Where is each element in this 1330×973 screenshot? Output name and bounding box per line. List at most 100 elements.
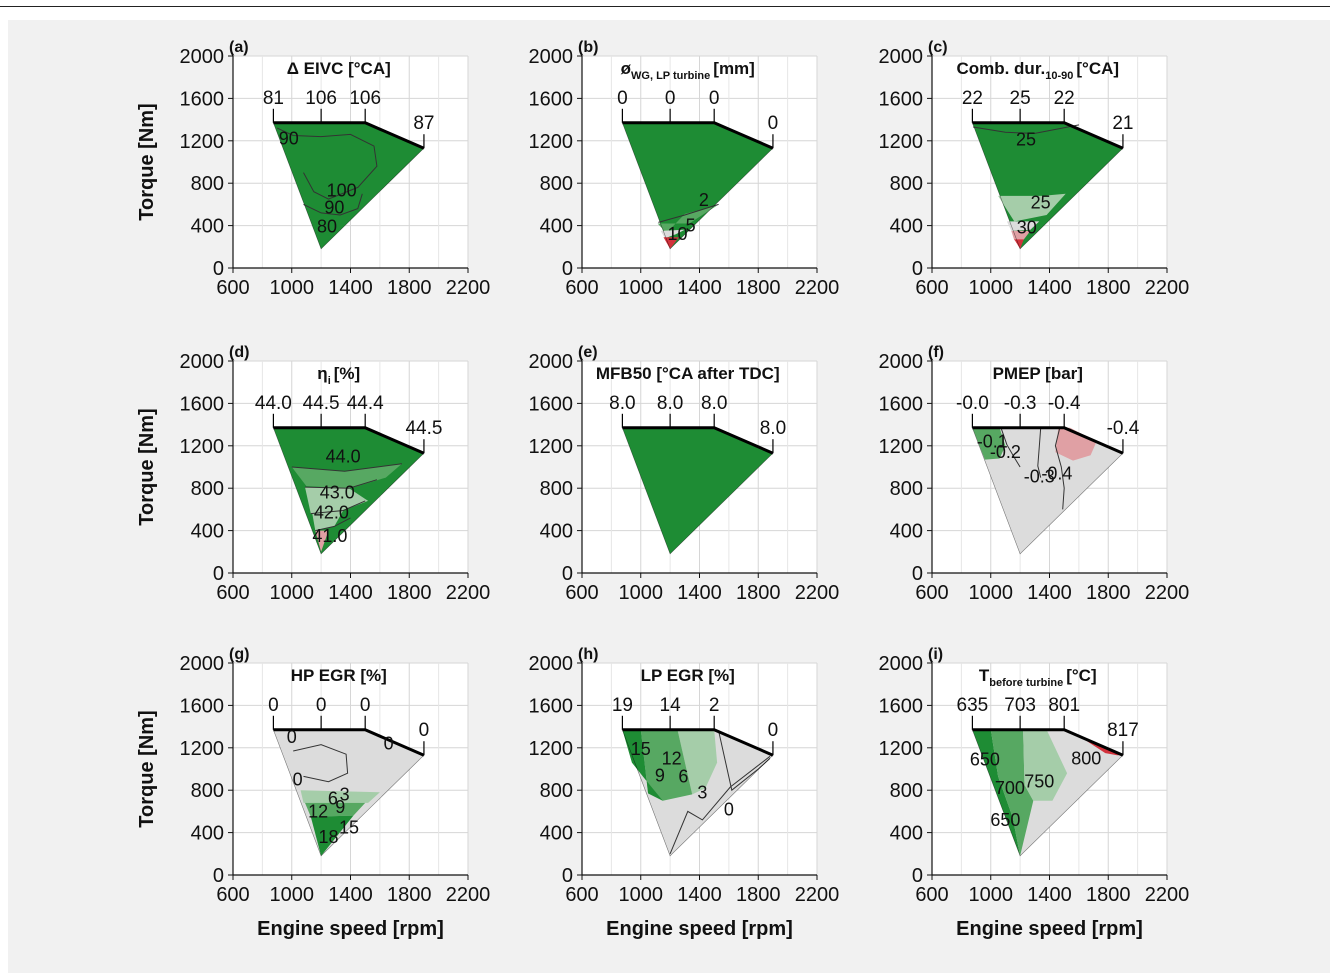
panel-title-main: ø [621, 59, 632, 78]
x-tick-label: 2200 [446, 884, 491, 906]
x-tick-label: 1800 [1086, 582, 1131, 604]
contour-label: 0 [724, 799, 734, 819]
contour-label: 3 [340, 784, 350, 804]
y-tick-label: 0 [213, 258, 224, 280]
x-tick-label: 600 [565, 582, 598, 604]
contour-isoline [276, 127, 378, 200]
x-tick-label: 1800 [736, 277, 781, 299]
contour-label: 100 [327, 181, 357, 201]
x-tick-label: 1000 [619, 884, 664, 906]
contour-region [622, 729, 663, 801]
x-tick-label: 2200 [795, 582, 840, 604]
contour-isoline [303, 193, 363, 216]
x-tick-label: 2200 [795, 277, 840, 299]
x-tick-label: 600 [915, 277, 948, 299]
contour-label: 650 [970, 749, 1000, 769]
point-value-label: 0 [768, 113, 779, 134]
contour-label: 44.0 [326, 446, 361, 466]
y-tick-label: 1200 [879, 738, 924, 760]
y-tick-label: 1200 [879, 131, 924, 153]
x-tick-label: 1800 [1086, 277, 1131, 299]
x-tick-label: 2200 [446, 582, 491, 604]
y-tick-label: 0 [213, 563, 224, 585]
y-axis-title: Torque [Nm] [136, 103, 158, 220]
panel-title-unit: [%] [334, 364, 360, 383]
contour-region [315, 530, 329, 552]
contour-isoline [1037, 427, 1042, 478]
contour-label: 10 [667, 224, 687, 244]
panel-d: 44.0 44.5 44.4 44.5 44.0 43.042.0 41.0 600 1000 1… [136, 344, 490, 604]
y-tick-label: 400 [191, 521, 224, 543]
y-axis-title: Torque [Nm] [136, 710, 158, 827]
contour-region [1055, 427, 1097, 461]
contour-label: 700 [995, 778, 1025, 798]
x-axis-title: Engine speed [rpm] [956, 918, 1143, 940]
y-tick-label: 1200 [529, 436, 574, 458]
y-tick-label: 0 [912, 258, 923, 280]
y-tick-label: 1200 [180, 436, 225, 458]
contour-label: 12 [308, 801, 328, 821]
y-tick-label: 1200 [879, 436, 924, 458]
y-tick-label: 800 [890, 478, 923, 500]
y-tick-label: 800 [540, 173, 573, 195]
point-value-label: 44.0 [255, 393, 292, 414]
point-value-label: 22 [1054, 88, 1075, 109]
contour-isoline [315, 517, 351, 532]
y-tick-label: 400 [890, 823, 923, 845]
contour-region [291, 463, 402, 489]
contour-region [305, 802, 366, 817]
y-tick-label: 2000 [879, 351, 924, 373]
y-tick-label: 2000 [879, 653, 924, 675]
point-value-label: 44.5 [303, 393, 340, 414]
point-value-label: 635 [957, 695, 989, 716]
contour-label: 42.0 [314, 503, 349, 523]
x-tick-label: 600 [216, 582, 249, 604]
contour-label: 0 [287, 727, 297, 747]
y-tick-label: 800 [890, 780, 923, 802]
contour-label: -0.2 [990, 442, 1021, 462]
contour-label: 650 [990, 810, 1020, 830]
contour-label: 15 [339, 817, 359, 837]
x-tick-label: 1400 [1027, 582, 1072, 604]
y-tick-label: 400 [890, 521, 923, 543]
y-tick-label: 1600 [529, 695, 574, 717]
x-tick-label: 2200 [1145, 277, 1190, 299]
x-tick-label: 1400 [328, 582, 373, 604]
y-tick-label: 1600 [180, 88, 225, 110]
x-tick-label: 1000 [270, 582, 315, 604]
x-tick-label: 600 [915, 582, 948, 604]
point-value-label: 21 [1112, 113, 1133, 134]
panel-title: LP EGR [%] [641, 666, 735, 685]
y-tick-label: 0 [562, 258, 573, 280]
x-tick-label: 1000 [619, 277, 664, 299]
contour-isoline [669, 755, 771, 854]
panel-title-main: LP EGR [%] [641, 666, 735, 685]
point-value-label: 2 [709, 695, 720, 716]
contour-label: 9 [335, 797, 345, 817]
x-tick-label: 2200 [1145, 582, 1190, 604]
x-tick-label: 1800 [736, 884, 781, 906]
contour-label: 90 [279, 129, 299, 149]
contour-region [622, 122, 773, 249]
y-tick-label: 800 [191, 173, 224, 195]
point-value-label: 801 [1048, 695, 1080, 716]
panel-i: 635 703 801 817 650 700 750 800 650 600 1000 1400 18… [879, 646, 1190, 940]
contour-label: 80 [317, 217, 337, 237]
contour-label: 750 [1024, 772, 1054, 792]
x-tick-label: 1800 [387, 884, 432, 906]
contour-label: 3 [697, 782, 707, 802]
x-tick-label: 2200 [1145, 884, 1190, 906]
point-value-label: 0 [419, 720, 430, 741]
panel-title: Comb. dur.10-90 [°CA] [956, 59, 1119, 82]
panel-letter: (a) [229, 39, 249, 56]
x-tick-label: 2200 [446, 277, 491, 299]
contour-isoline [658, 203, 719, 223]
y-tick-label: 0 [562, 563, 573, 585]
point-value-label: 817 [1107, 720, 1139, 741]
x-axis-title: Engine speed [rpm] [257, 918, 444, 940]
contour-label: 800 [1071, 748, 1101, 768]
contour-isoline [1000, 427, 1021, 468]
